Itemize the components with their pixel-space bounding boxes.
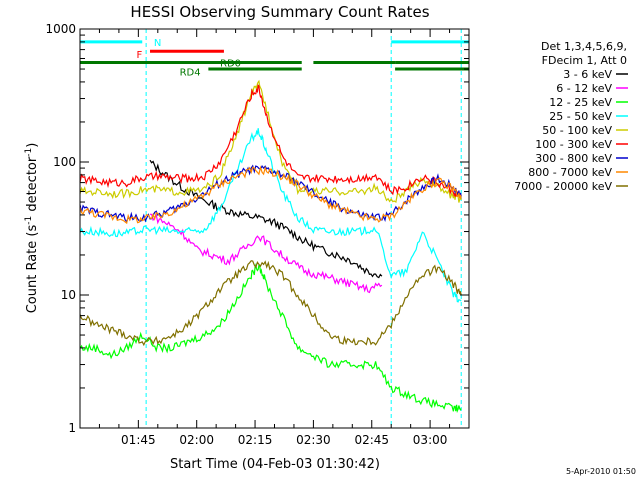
axis-ticks: 01:45 02:00 02:15 02:30 02:45 03:00 1 10 100 1000 [45,22,470,447]
legend-label-3: 25 - 50 keV [549,110,612,123]
series-line-7-0 [79,165,462,225]
legend-label-6: 300 - 800 keV [535,152,612,165]
legend-label-7: 800 - 7000 keV [528,166,612,179]
x-tick-label: 03:00 [413,433,448,447]
plot-area: N F RD0 RD4 [79,29,469,428]
legend-label-5: 100 - 300 keV [535,138,612,151]
y-tick-label: 10 [61,288,76,302]
series-line-4-0 [79,79,462,203]
annotation-f: F [136,50,142,61]
chart-title: HESSI Observing Summary Count Rates [130,3,429,21]
plot-frame [79,28,470,429]
series-line-1-0 [149,212,383,294]
footer-timestamp: 5-Apr-2010 01:50 [566,467,636,476]
y-tick-label: 100 [53,155,76,169]
legend-label-8: 7000 - 20000 keV [514,180,612,193]
series-line-0-0 [149,159,383,279]
series-line-3-0 [79,128,462,303]
series-line-8-0 [79,260,462,347]
y-tick-label: 1000 [45,22,76,36]
x-tick-label: 02:15 [238,433,273,447]
x-tick-label: 02:30 [296,433,331,447]
x-tick-label: 02:45 [354,433,389,447]
legend-label-4: 50 - 100 keV [542,124,612,137]
annotation-rd0: RD0 [220,58,241,69]
legend: Det 1,3,4,5,6,9, FDecim 1, Att 0 3 - 6 k… [514,40,628,193]
legend-header-line-1: Det 1,3,4,5,6,9, [541,40,627,53]
annotation-n: N [154,38,161,49]
annotation-rd4: RD4 [180,67,201,78]
series-line-5-0 [79,84,462,199]
y-tick-label: 1 [68,421,76,435]
x-axis-label: Start Time (04-Feb-03 01:30:42) [170,457,380,472]
x-tick-label: 02:00 [179,433,214,447]
legend-header-line-2: FDecim 1, Att 0 [542,54,627,67]
legend-label-2: 12 - 25 keV [549,96,612,109]
x-tick-label: 01:45 [121,433,156,447]
series-line-2-0 [79,263,462,414]
y-axis-label: Count Rate (s-1 detector-1) [24,143,40,314]
legend-label-1: 6 - 12 keV [556,82,612,95]
legend-label-0: 3 - 6 keV [563,68,612,81]
